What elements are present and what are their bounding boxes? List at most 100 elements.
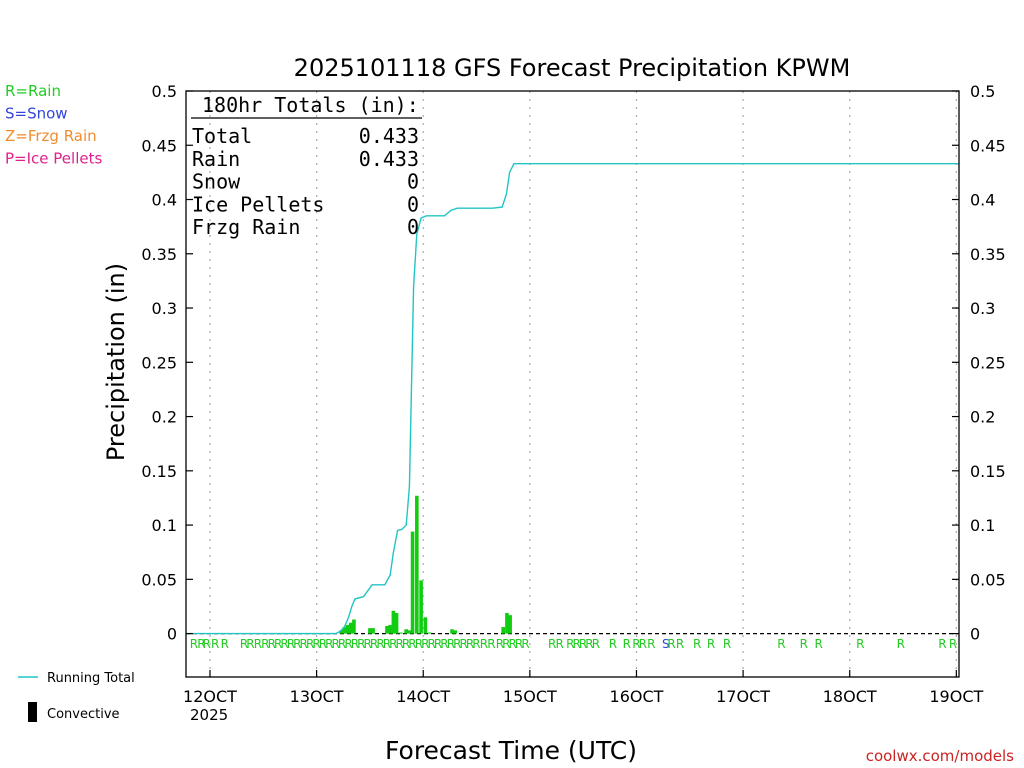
precip-bar — [345, 624, 350, 634]
type-marker-r: R — [938, 637, 946, 651]
type-marker-r: R — [364, 637, 372, 651]
precip-bar — [501, 627, 505, 634]
type-marker-r: R — [466, 637, 474, 651]
type-marker-r: R — [396, 637, 404, 651]
y-tick-label-right: 0.25 — [970, 353, 1006, 372]
y-tick-label-left: 0.15 — [141, 462, 177, 481]
running-total-line — [186, 162, 959, 635]
y-tick-label-right: 0.15 — [970, 462, 1006, 481]
type-marker-r: R — [415, 637, 423, 651]
precip-bar — [407, 630, 412, 634]
precip-bar — [385, 625, 389, 634]
x-tick-label: 15OCT — [503, 687, 557, 706]
type-marker-r: R — [585, 637, 593, 651]
type-marker-r: R — [573, 637, 581, 651]
type-marker-r: R — [287, 637, 295, 651]
y-tick-label-right: 0 — [970, 625, 980, 644]
precip-bar — [404, 629, 408, 634]
type-marker-r: R — [502, 637, 510, 651]
precip-type-markers: R RR R R RR R RRRRRRRRRRRRRRRRRRRRRRRRRRRRRRRR… — [190, 637, 957, 651]
type-marker-r: R — [440, 637, 448, 651]
totals-label: Frzg Rain — [192, 215, 300, 239]
totals-rows: Total 0.433 Rain 0.433 Snow 0 Ice Pellets 0 Frzg… — [192, 124, 419, 239]
legend-entry-s: S=Snow — [5, 105, 68, 123]
totals-box: 180hr Totals (in): Total 0.433 Rain 0.433 Sn… — [191, 93, 422, 239]
type-marker-r: R — [274, 637, 282, 651]
type-marker-r: R — [338, 637, 346, 651]
type-marker-r: R — [211, 637, 219, 651]
x-tick-label: 13OCT — [290, 687, 344, 706]
type-marker-r: R — [815, 637, 823, 651]
y-tick-label-left: 0.2 — [152, 408, 177, 427]
type-marker-r: R — [647, 637, 655, 651]
y-tick-label-right: 0.2 — [970, 408, 995, 427]
precip-bar — [348, 622, 353, 634]
x-tick-label: 18OCT — [823, 687, 877, 706]
y-tick-label-left: 0.45 — [141, 136, 177, 155]
type-marker-r: R — [693, 637, 701, 651]
type-marker-r: R — [777, 637, 785, 651]
x-tick-label: 17OCT — [716, 687, 770, 706]
type-marker-r: R — [856, 637, 864, 651]
type-marker-r: R — [312, 637, 320, 651]
totals-value: 0 — [407, 170, 419, 194]
y-tick-label-right: 0.05 — [970, 570, 1006, 589]
precip-bar — [352, 619, 356, 634]
precip-type-legend: R=Rain S=Snow Z=Frzg Rain P=Ice Pellets — [5, 82, 102, 168]
y-tick-label-left: 0.3 — [152, 299, 177, 318]
type-marker-r: R — [261, 637, 269, 651]
precip-bar — [410, 531, 415, 634]
type-marker-r: R — [496, 637, 504, 651]
type-marker-r: R — [325, 637, 333, 651]
type-marker-r: R — [555, 637, 563, 651]
type-marker-r: R — [246, 637, 254, 651]
precip-bar — [394, 612, 399, 634]
type-marker-r: R — [293, 637, 301, 651]
year-label: 2025 — [190, 706, 228, 724]
type-marker-r: R — [480, 637, 488, 651]
precip-bar — [505, 612, 509, 634]
y-tick-label-left: 0.4 — [152, 191, 177, 210]
y-tick-label-right: 0.4 — [970, 191, 995, 210]
type-marker-r: R — [623, 637, 631, 651]
type-marker-r: R — [521, 637, 529, 651]
type-marker-r: R — [280, 637, 288, 651]
type-marker-r: R — [306, 637, 314, 651]
type-marker-r: R — [190, 637, 198, 651]
type-marker-r: R — [240, 637, 248, 651]
type-marker-r: R — [351, 637, 359, 651]
precip-bar — [450, 629, 454, 634]
chart-title: 2025101118 GFS Forecast Precipitation KP… — [294, 54, 851, 82]
legend-entry-p: P=Ice Pellets — [5, 150, 102, 168]
precip-bar — [391, 610, 396, 634]
legend-entry-z: Z=Frzg Rain — [5, 127, 97, 145]
totals-label: Total — [192, 124, 252, 148]
type-marker-r: R — [197, 637, 205, 651]
type-marker-r: R — [357, 637, 365, 651]
type-marker-r: R — [434, 637, 442, 651]
series-legend: Running Total Convective — [18, 671, 135, 722]
precip-bar — [427, 632, 432, 634]
x-tick-label: 12OCT — [183, 687, 237, 706]
y-tick-label-right: 0.35 — [970, 245, 1006, 264]
type-marker-r: R — [897, 637, 905, 651]
credit-label: coolwx.com/models — [866, 747, 1014, 765]
type-marker-r: R — [949, 637, 957, 651]
y-tick-label-left: 0.25 — [141, 353, 177, 372]
y-tick-label-right: 0.5 — [970, 82, 995, 101]
type-marker-r: R — [408, 637, 416, 651]
type-marker-r: R — [370, 637, 378, 651]
plot-frame — [185, 90, 960, 678]
type-marker-r: R — [632, 637, 640, 651]
y-tick-label-left: 0.35 — [141, 245, 177, 264]
x-tick-label: 19OCT — [929, 687, 983, 706]
type-marker-r: R — [487, 637, 495, 651]
precip-bar — [339, 630, 343, 634]
type-marker-r: R — [800, 637, 808, 651]
type-marker-r: R — [402, 637, 410, 651]
type-marker-r: R — [254, 637, 262, 651]
totals-value: 0 — [407, 215, 419, 239]
type-marker-r: R — [579, 637, 587, 651]
